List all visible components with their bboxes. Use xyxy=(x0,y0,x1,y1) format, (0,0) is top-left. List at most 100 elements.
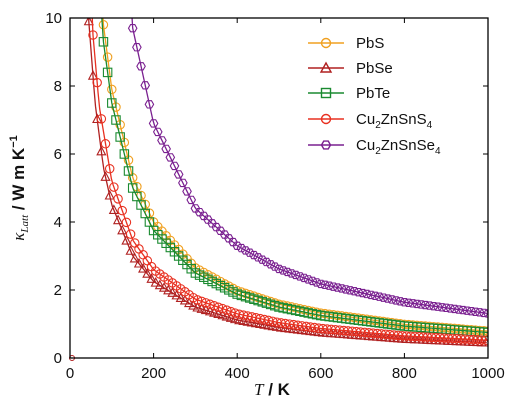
x-tick-label: 0 xyxy=(66,365,74,382)
data-point xyxy=(102,52,113,62)
data-point xyxy=(112,214,124,225)
data-point xyxy=(198,211,209,221)
data-point xyxy=(192,295,203,305)
data-point xyxy=(98,20,109,30)
data-point xyxy=(232,241,243,250)
data-point xyxy=(144,100,155,109)
data-point xyxy=(83,18,94,26)
data-point xyxy=(213,302,224,312)
data-point xyxy=(140,81,151,90)
data-point xyxy=(194,207,205,217)
data-point xyxy=(200,304,211,315)
data-point xyxy=(217,303,228,314)
series-pbse xyxy=(83,18,488,347)
y-tick-label: 0 xyxy=(54,350,62,367)
data-point xyxy=(249,250,259,260)
data-point xyxy=(217,309,228,320)
legend-label: Cu2ZnSnSe4 xyxy=(356,137,441,157)
data-point xyxy=(96,114,107,124)
data-point xyxy=(278,266,289,275)
series-pbte xyxy=(98,18,488,338)
legend-item-cu2znsnse4: Cu2ZnSnSe4 xyxy=(308,137,441,157)
data-point xyxy=(207,219,217,228)
plot-frame xyxy=(69,17,489,359)
data-point xyxy=(290,270,301,280)
data-point xyxy=(88,30,98,40)
data-point xyxy=(303,275,314,284)
y-tick-label: 6 xyxy=(54,146,62,163)
data-point xyxy=(222,305,232,315)
data-point xyxy=(182,187,192,196)
x-axis-title: T / K xyxy=(254,380,291,399)
legend-item-pbse: PbSe xyxy=(308,60,393,77)
series-cu2znsns4 xyxy=(88,18,488,345)
data-point xyxy=(295,272,305,281)
data-point xyxy=(117,205,128,216)
data-point xyxy=(215,226,226,236)
data-point xyxy=(209,301,219,311)
data-point xyxy=(240,246,251,255)
data-point xyxy=(100,171,111,181)
y-tick-label: 4 xyxy=(54,214,62,231)
data-point xyxy=(100,139,111,149)
data-point xyxy=(154,279,165,290)
data-point xyxy=(148,119,159,128)
legend-marker-square xyxy=(320,87,332,99)
data-point xyxy=(152,127,163,137)
data-point xyxy=(190,204,201,213)
legend-label: PbTe xyxy=(356,85,390,102)
y-axis-title: κLatt / W m K−1 xyxy=(8,135,31,241)
data-point xyxy=(98,37,109,47)
x-tick-label: 200 xyxy=(141,365,166,382)
series-line xyxy=(88,18,487,344)
data-point xyxy=(111,115,121,125)
y-tick-label: 10 xyxy=(45,10,62,27)
data-point xyxy=(163,284,174,295)
data-point xyxy=(157,136,167,145)
legend-item-pbs: PbS xyxy=(308,35,384,52)
legend: PbS PbSe PbTe Cu2ZnSnS4 Cu2ZnSnSe4 xyxy=(308,35,441,157)
data-point xyxy=(188,299,199,310)
data-point xyxy=(236,243,247,253)
data-point xyxy=(132,43,142,52)
legend-marker-circle xyxy=(320,113,332,125)
data-point xyxy=(125,229,136,239)
data-point xyxy=(203,215,213,224)
data-point xyxy=(184,297,195,308)
data-point xyxy=(244,248,255,257)
data-point xyxy=(138,262,149,273)
series-line xyxy=(91,18,488,341)
data-point xyxy=(92,77,102,88)
data-point xyxy=(221,310,232,321)
data-point xyxy=(261,257,272,267)
data-point xyxy=(253,253,263,262)
data-point xyxy=(476,335,487,345)
legend-label: Cu2ZnSnS4 xyxy=(356,111,433,131)
data-point xyxy=(211,222,222,232)
legend-item-cu2znsns4: Cu2ZnSnS4 xyxy=(308,111,433,131)
data-point xyxy=(196,303,207,313)
data-point xyxy=(282,267,293,277)
data-point xyxy=(92,113,103,124)
data-point xyxy=(192,301,203,312)
data-point xyxy=(121,217,132,228)
data-point xyxy=(161,144,171,154)
data-point xyxy=(257,255,268,264)
data-point xyxy=(123,166,134,176)
data-point xyxy=(115,132,125,142)
data-point xyxy=(205,299,215,310)
data-point xyxy=(481,335,488,345)
y-tick-label: 8 xyxy=(54,78,62,95)
data-point xyxy=(165,153,176,162)
x-tick-label: 600 xyxy=(308,365,333,382)
data-point xyxy=(219,230,230,239)
data-point xyxy=(480,336,488,347)
data-point xyxy=(107,84,117,95)
data-point xyxy=(142,268,153,278)
data-point xyxy=(129,252,140,263)
data-point xyxy=(186,195,197,205)
data-point xyxy=(171,289,182,300)
data-point xyxy=(175,292,186,302)
legend-label: PbSe xyxy=(356,60,393,77)
data-point xyxy=(158,282,170,292)
